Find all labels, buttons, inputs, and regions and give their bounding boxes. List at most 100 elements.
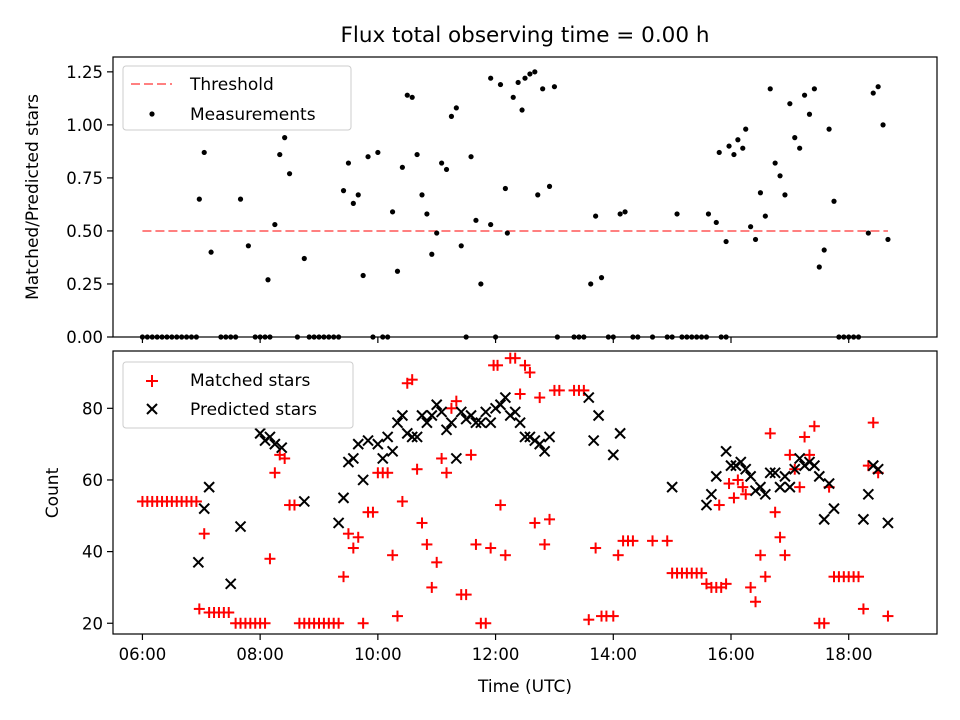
matched-star-point	[544, 513, 556, 525]
predicted-star-point	[337, 492, 350, 504]
measurement-point	[772, 160, 778, 166]
measurement-point	[453, 105, 459, 111]
measurement-point	[201, 149, 207, 156]
predicted-star-point	[789, 463, 801, 475]
predicted-star-stroke-b	[882, 517, 894, 529]
matched-star-point	[338, 571, 350, 583]
matched-star-point	[382, 467, 394, 479]
bottom-x-tick-label: 12:00	[472, 645, 520, 664]
predicted-star-point	[583, 391, 595, 404]
top-chart: 0.00 0.25 0.50 0.75 1.00 1.25 Matched/Predict…	[23, 56, 938, 347]
legend-matched-label: Matched stars	[190, 371, 310, 391]
predicted-star-point	[435, 406, 448, 418]
predicted-star-stroke-b	[337, 492, 350, 504]
top-y-tick-label: 1.25	[66, 63, 103, 82]
measurement-point	[439, 160, 445, 166]
predicted-star-point	[592, 409, 605, 422]
matched-star-point	[367, 506, 379, 518]
measurement-point	[394, 268, 401, 274]
measurement-point	[762, 213, 768, 219]
matched-star-point	[499, 549, 511, 561]
matched-star-point	[784, 449, 796, 461]
predicted-star-stroke-b	[347, 452, 360, 465]
predicted-star-point	[519, 431, 531, 443]
predicted-star-point	[440, 424, 453, 436]
measurement-point	[265, 277, 271, 283]
measurement-point	[588, 281, 594, 287]
predicted-star-stroke-b	[225, 578, 237, 590]
measurement-point	[885, 236, 891, 243]
predicted-star-point	[431, 399, 443, 411]
matched-star-point	[627, 535, 639, 547]
predicted-star-point	[725, 459, 737, 472]
bottom-y-tick-label: 80	[82, 399, 103, 418]
predicted-star-stroke-b	[857, 513, 870, 526]
predicted-star-point	[332, 517, 345, 529]
predicted-star-stroke-b	[725, 459, 737, 472]
measurement-point	[787, 101, 793, 107]
predicted-star-stroke-b	[538, 445, 551, 458]
predicted-star-point	[754, 481, 767, 493]
predicted-star-stroke-b	[592, 409, 605, 422]
predicted-star-point	[445, 416, 458, 429]
matched-star-point	[583, 614, 595, 626]
matched-star-point	[223, 607, 235, 619]
predicted-star-point	[818, 513, 830, 526]
measurement-point	[875, 84, 881, 90]
measurement-point	[767, 86, 773, 92]
predicted-star-stroke-b	[769, 467, 781, 479]
measurement-point	[237, 196, 244, 202]
measurement-point	[196, 196, 202, 202]
predicted-star-point	[198, 502, 210, 515]
matched-star-point	[421, 538, 433, 550]
matched-star-point	[391, 610, 403, 622]
matched-star-point	[853, 571, 865, 583]
predicted-star-stroke-b	[735, 456, 747, 468]
matched-star-point	[342, 528, 354, 540]
legend-predicted-swatch	[146, 403, 158, 415]
predicted-star-stroke-b	[764, 467, 776, 479]
predicted-star-stroke-b	[823, 477, 835, 490]
predicted-star-point	[534, 438, 546, 450]
measurement-point	[801, 92, 808, 98]
matched-star-point	[288, 499, 300, 511]
predicted-star-point	[411, 431, 423, 443]
predicted-star-stroke-b	[455, 406, 467, 418]
top-chart-points	[139, 69, 891, 340]
measurement-point	[740, 145, 746, 151]
measurement-point	[340, 188, 347, 194]
predicted-star-stroke-b	[700, 499, 713, 511]
measurement-point	[282, 135, 288, 141]
measurement-point	[409, 94, 415, 100]
predicted-star-stroke-b	[784, 481, 796, 493]
predicted-star-point	[774, 481, 786, 493]
matched-star-point	[818, 617, 830, 629]
bottom-x-tick-label: 18:00	[825, 645, 873, 664]
measurement-point	[792, 135, 798, 141]
matched-star-point	[764, 427, 776, 439]
predicted-star-stroke-b	[450, 452, 463, 465]
matched-star-point	[732, 474, 744, 486]
predicted-star-point	[784, 481, 796, 493]
predicted-star-point	[614, 427, 626, 440]
measurement-point	[743, 126, 749, 132]
bottom-x-tick-label: 08:00	[236, 645, 284, 664]
bottom-chart-frame	[112, 350, 938, 635]
matched-star-point	[769, 506, 781, 518]
measurement-point	[360, 272, 366, 279]
legend-matched-swatch	[146, 375, 158, 387]
predicted-star-stroke-b	[774, 481, 786, 493]
predicted-star-point	[828, 502, 840, 515]
matched-star-point	[794, 481, 806, 493]
top-chart-ticks: 0.00 0.25 0.50 0.75 1.00 1.25	[66, 63, 850, 347]
predicted-star-point	[808, 459, 821, 472]
top-y-tick-label: 1.00	[66, 116, 103, 135]
predicted-star-stroke-b	[411, 431, 423, 443]
predicted-star-point	[450, 452, 463, 465]
matched-star-point	[882, 610, 894, 622]
predicted-star-point	[475, 416, 487, 429]
predicted-star-stroke-b	[872, 463, 884, 475]
predicted-star-point	[269, 438, 281, 450]
measurement-point	[414, 151, 420, 158]
predicted-star-point	[587, 434, 600, 447]
